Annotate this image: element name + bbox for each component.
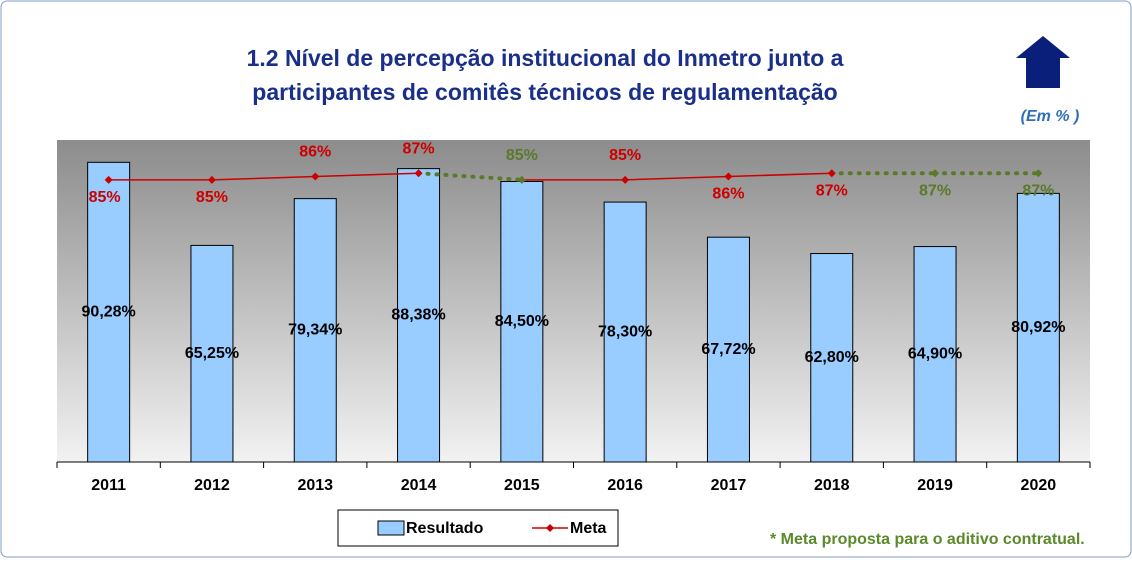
bar: [603, 201, 647, 463]
meta-value-label: 85%: [609, 147, 641, 164]
unit-note: (Em % ): [1021, 108, 1080, 125]
meta-value-label: 86%: [299, 144, 331, 161]
meta-point: [1034, 169, 1043, 178]
x-tick-label: 2017: [711, 477, 747, 494]
legend-point: [546, 524, 554, 532]
meta-point: [311, 172, 320, 181]
bar-value-label: 88,38%: [391, 307, 445, 324]
bar: [397, 168, 441, 463]
meta-segment: [727, 172, 833, 178]
meta-value-label: 87%: [919, 182, 951, 199]
bar-value-label: 78,30%: [598, 323, 652, 340]
meta-value-label: 87%: [816, 182, 848, 199]
meta-value-label: 85%: [89, 189, 121, 206]
bar: [87, 161, 131, 463]
chart-title: 1.2 Nível de percepção institucional do …: [247, 45, 844, 71]
bar: [810, 253, 854, 463]
meta-segment: [211, 175, 316, 181]
meta-point: [931, 169, 940, 178]
x-tick-label: 2014: [401, 477, 437, 494]
bar-value-label: 79,34%: [288, 322, 342, 339]
bar-value-label: 67,72%: [701, 341, 755, 358]
bar: [1016, 192, 1060, 463]
x-tick-label: 2013: [297, 477, 333, 494]
meta-point: [207, 175, 216, 184]
meta-point: [414, 169, 423, 178]
meta-segment: [624, 175, 730, 181]
bar: [706, 236, 750, 463]
meta-segment: [416, 171, 524, 182]
x-tick-label: 2016: [607, 477, 643, 494]
meta-value-label: 85%: [196, 189, 228, 206]
legend-label: Meta: [570, 520, 607, 537]
meta-value-label: 85%: [506, 147, 538, 164]
meta-point: [621, 175, 630, 184]
x-tick-label: 2018: [814, 477, 850, 494]
meta-value-label: 86%: [712, 186, 744, 203]
legend-swatch: [377, 520, 405, 536]
bar-value-label: 65,25%: [185, 345, 239, 362]
bar: [500, 180, 544, 463]
bar-value-label: 80,92%: [1011, 319, 1065, 336]
legend-label: Resultado: [406, 520, 484, 537]
x-tick-label: 2020: [1021, 477, 1057, 494]
meta-point: [517, 175, 526, 184]
bar-value-label: 64,90%: [908, 345, 962, 362]
bar-value-label: 62,80%: [805, 349, 859, 366]
x-tick-label: 2019: [917, 477, 953, 494]
x-tick-label: 2011: [91, 477, 126, 494]
meta-point: [724, 172, 733, 181]
bar: [913, 246, 957, 463]
meta-value-label: 87%: [1022, 182, 1054, 199]
bar-value-label: 90,28%: [82, 303, 136, 320]
bar: [293, 198, 337, 463]
x-tick-label: 2015: [504, 477, 540, 494]
x-tick-label: 2012: [194, 477, 230, 494]
chart-title: participantes de comitês técnicos de reg…: [252, 79, 837, 105]
meta-segment: [314, 172, 420, 178]
meta-value-label: 87%: [403, 140, 435, 157]
footnote: * Meta proposta para o aditivo contratua…: [770, 531, 1085, 548]
arrow-icon: [1016, 36, 1070, 88]
bar: [190, 244, 234, 463]
bar-value-label: 84,50%: [495, 313, 549, 330]
meta-point: [827, 169, 836, 178]
meta-point: [104, 175, 113, 184]
